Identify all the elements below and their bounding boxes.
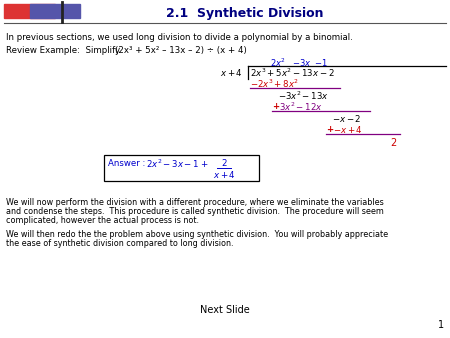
Text: $-x + 4$: $-x + 4$ (333, 124, 363, 135)
Text: 2.1  Synthetic Division: 2.1 Synthetic Division (166, 6, 324, 20)
Text: $3x^2 - 12x$: $3x^2 - 12x$ (279, 101, 323, 114)
Polygon shape (4, 4, 55, 18)
Text: Next Slide: Next Slide (200, 305, 250, 315)
Text: We will then redo the the problem above using synthetic division.  You will prob: We will then redo the the problem above … (6, 230, 388, 239)
Text: $\mathbf{+}$: $\mathbf{+}$ (326, 124, 334, 134)
Text: $-x - 2$: $-x - 2$ (332, 113, 361, 124)
Text: $-3x^2 - 13x$: $-3x^2 - 13x$ (278, 90, 329, 102)
Text: and condense the steps.  This procedure is called synthetic division.  The proce: and condense the steps. This procedure i… (6, 207, 384, 216)
FancyBboxPatch shape (104, 155, 259, 181)
Text: Answer :: Answer : (108, 159, 145, 168)
Text: $\mathbf{+}$: $\mathbf{+}$ (272, 101, 280, 111)
Text: $-3x$: $-3x$ (292, 57, 311, 68)
Text: $-2x^3 + 8x^2$: $-2x^3 + 8x^2$ (250, 78, 299, 90)
Text: In previous sections, we used long division to divide a polynomial by a binomial: In previous sections, we used long divis… (6, 33, 353, 42)
Text: $-1$: $-1$ (314, 57, 328, 68)
Text: $2x^2 - 3x - 1 +$: $2x^2 - 3x - 1 +$ (146, 158, 208, 170)
Text: (2x³ + 5x² – 13x – 2) ÷ (x + 4): (2x³ + 5x² – 13x – 2) ÷ (x + 4) (115, 46, 247, 55)
Text: complicated, however the actual process is not.: complicated, however the actual process … (6, 216, 199, 225)
Text: $2$: $2$ (220, 157, 227, 168)
Text: $2$: $2$ (390, 136, 397, 148)
Text: Review Example:  Simplify: Review Example: Simplify (6, 46, 120, 55)
Text: $x + 4$: $x + 4$ (212, 169, 235, 180)
Text: $x + 4$: $x + 4$ (220, 67, 243, 78)
Text: $2x^2$: $2x^2$ (270, 57, 286, 69)
Text: the ease of synthetic division compared to long division.: the ease of synthetic division compared … (6, 239, 234, 248)
Polygon shape (30, 4, 80, 18)
Text: $2x^3 + 5x^2 - 13x - 2$: $2x^3 + 5x^2 - 13x - 2$ (250, 67, 335, 79)
Text: We will now perform the division with a different procedure, where we eliminate : We will now perform the division with a … (6, 198, 384, 207)
Text: 1: 1 (438, 320, 444, 330)
